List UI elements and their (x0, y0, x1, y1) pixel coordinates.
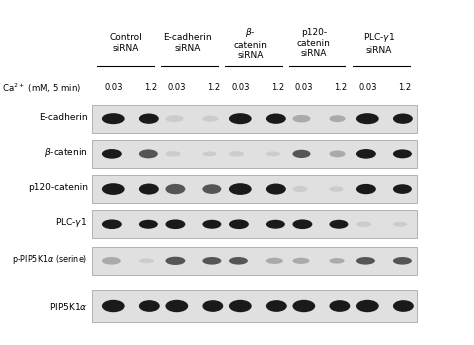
Ellipse shape (266, 300, 287, 312)
Ellipse shape (102, 257, 121, 265)
Ellipse shape (139, 258, 154, 263)
Ellipse shape (202, 184, 221, 194)
Ellipse shape (266, 151, 280, 156)
Text: E-cadherin
siRNA: E-cadherin siRNA (163, 33, 211, 53)
Ellipse shape (329, 220, 348, 229)
Text: 0.03: 0.03 (231, 83, 250, 92)
Ellipse shape (165, 257, 185, 265)
Ellipse shape (393, 222, 407, 227)
Ellipse shape (292, 150, 310, 158)
Ellipse shape (139, 114, 159, 124)
Ellipse shape (229, 257, 248, 265)
Text: 1.2: 1.2 (334, 83, 347, 92)
Text: 1.2: 1.2 (398, 83, 411, 92)
Ellipse shape (356, 221, 371, 227)
Ellipse shape (202, 257, 221, 265)
Text: p-PIP5K1$\alpha$ (serine): p-PIP5K1$\alpha$ (serine) (12, 253, 88, 266)
Ellipse shape (356, 184, 376, 194)
Ellipse shape (356, 113, 379, 124)
Ellipse shape (266, 258, 283, 264)
Ellipse shape (139, 149, 158, 158)
Ellipse shape (229, 113, 252, 124)
Text: E-cadherin: E-cadherin (39, 113, 88, 122)
Text: 1.2: 1.2 (207, 83, 220, 92)
Text: p120-
catenin
siRNA: p120- catenin siRNA (297, 28, 331, 58)
Ellipse shape (329, 186, 344, 192)
Ellipse shape (102, 219, 122, 229)
FancyBboxPatch shape (92, 140, 417, 168)
Ellipse shape (229, 183, 252, 195)
Text: PLC-$\gamma$1
siRNA: PLC-$\gamma$1 siRNA (363, 31, 395, 55)
Ellipse shape (393, 184, 412, 194)
Ellipse shape (292, 115, 310, 122)
Text: Ca$^{2+}$ (mM, 5 min): Ca$^{2+}$ (mM, 5 min) (2, 81, 82, 95)
Ellipse shape (356, 257, 375, 265)
Text: 1.2: 1.2 (144, 83, 157, 92)
FancyBboxPatch shape (92, 290, 417, 322)
FancyBboxPatch shape (92, 210, 417, 238)
Ellipse shape (139, 184, 159, 195)
Ellipse shape (356, 149, 376, 159)
Text: 0.03: 0.03 (167, 83, 186, 92)
Text: PLC-$\gamma$1: PLC-$\gamma$1 (55, 216, 88, 229)
Ellipse shape (292, 300, 315, 312)
Ellipse shape (266, 184, 286, 195)
Text: p120-catenin: p120-catenin (27, 183, 88, 192)
Ellipse shape (202, 300, 223, 312)
Text: $\beta$-catenin: $\beta$-catenin (44, 146, 88, 159)
Ellipse shape (329, 300, 350, 312)
Ellipse shape (393, 114, 413, 124)
Text: PIP5K1$\alpha$: PIP5K1$\alpha$ (49, 301, 88, 312)
Ellipse shape (102, 113, 125, 124)
Ellipse shape (202, 151, 217, 156)
Ellipse shape (393, 257, 412, 265)
Ellipse shape (165, 300, 188, 312)
Ellipse shape (393, 300, 414, 312)
Ellipse shape (202, 116, 219, 122)
Ellipse shape (102, 300, 125, 312)
Ellipse shape (329, 258, 345, 264)
Ellipse shape (139, 300, 160, 312)
Text: 0.03: 0.03 (104, 83, 123, 92)
Ellipse shape (356, 300, 379, 312)
Ellipse shape (292, 219, 312, 229)
Ellipse shape (202, 220, 221, 229)
Ellipse shape (229, 219, 249, 229)
Ellipse shape (165, 219, 185, 229)
Text: 0.03: 0.03 (294, 83, 313, 92)
Ellipse shape (102, 149, 122, 159)
Ellipse shape (329, 150, 346, 157)
Ellipse shape (266, 114, 286, 124)
Ellipse shape (165, 115, 183, 122)
Text: 0.03: 0.03 (358, 83, 377, 92)
Ellipse shape (229, 151, 244, 157)
Ellipse shape (393, 149, 412, 158)
Text: $\beta$-
catenin
siRNA: $\beta$- catenin siRNA (233, 26, 267, 60)
Ellipse shape (266, 220, 285, 229)
Ellipse shape (292, 258, 310, 264)
Ellipse shape (329, 115, 346, 122)
FancyBboxPatch shape (92, 175, 417, 203)
FancyBboxPatch shape (92, 247, 417, 275)
Text: Control
siRNA: Control siRNA (109, 33, 142, 53)
Ellipse shape (165, 184, 185, 194)
FancyBboxPatch shape (92, 105, 417, 133)
Text: 1.2: 1.2 (271, 83, 284, 92)
Ellipse shape (165, 151, 181, 157)
Ellipse shape (102, 183, 125, 195)
Ellipse shape (139, 220, 158, 229)
Ellipse shape (292, 186, 308, 192)
Ellipse shape (229, 300, 252, 312)
